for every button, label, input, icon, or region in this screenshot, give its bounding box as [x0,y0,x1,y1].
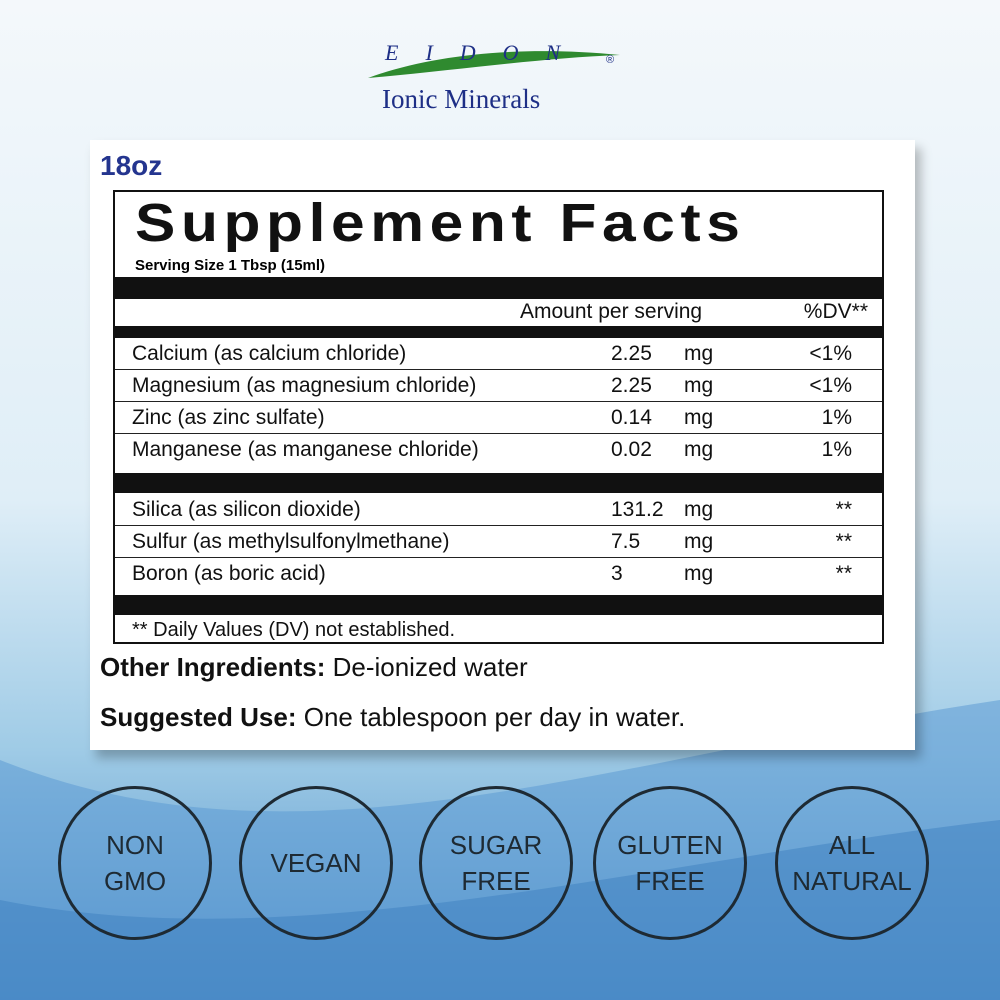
badge-text: FREE [635,866,705,896]
daily-value: 1% [821,406,852,429]
facts-box: Supplement Facts Serving Size 1 Tbsp (15… [113,190,884,644]
daily-value: ** [835,498,852,521]
other-label: Other Ingredients: [100,652,326,682]
badge-text: VEGAN [270,847,362,878]
facts-title: Supplement Facts [135,193,746,253]
unit: mg [684,374,714,397]
nutrient-name: Manganese (as manganese chloride) [132,438,479,461]
footnote: ** Daily Values (DV) not established. [132,619,456,641]
nutrient-name: Sulfur (as methylsulfonylmethane) [132,530,450,553]
other-text: De-ionized water [332,652,528,682]
badge: SUGAR FREE [419,786,573,940]
daily-value: <1% [809,374,852,397]
nutrient-name: Calcium (as calcium chloride) [132,342,407,365]
row-divider [115,525,882,526]
row-divider [115,433,882,434]
amount: 0.14 [611,406,652,429]
nutrient-name: Silica (as silicon dioxide) [132,498,361,521]
use-text: One tablespoon per day in water. [303,702,686,732]
amount: 2.25 [611,342,652,365]
divider-bar [115,473,882,493]
daily-value: <1% [809,342,852,365]
badge: ALL NATURAL [775,786,929,940]
badge: NON GMO [58,786,212,940]
amount: 7.5 [611,530,641,553]
suggested-use: Suggested Use: One tablespoon per day in… [100,702,685,733]
size: 18oz [100,150,163,181]
unit: mg [684,530,714,553]
divider-bar [115,326,882,338]
badge: VEGAN [239,786,393,940]
badge-text: ALL [828,829,876,860]
badge-text: GMO [103,866,167,896]
brand-subtitle: Ionic Minerals [382,84,541,114]
badge-text: FREE [461,866,531,896]
badge-text: NON [106,829,164,860]
label-card: 18oz Supplement Facts Serving Size 1 Tbs… [90,140,915,750]
unit: mg [684,406,714,429]
amount: 2.25 [611,374,652,397]
daily-value: ** [835,562,852,585]
amount: 3 [611,562,623,585]
row-divider [115,557,882,558]
divider-bar [115,595,882,615]
badge-text: GLUTEN [617,829,723,860]
row-divider [115,369,882,370]
brand-name: EIDON [385,40,588,65]
nutrient-name: Boron (as boric acid) [132,562,326,585]
unit: mg [684,562,714,585]
nutrient-name: Zinc (as zinc sulfate) [132,406,325,429]
daily-value: ** [835,530,852,553]
nutrient-name: Magnesium (as magnesium chloride) [132,374,477,397]
amount: 131.2 [611,498,664,521]
row-divider [115,401,882,402]
use-label: Suggested Use: [100,702,297,732]
badge: GLUTEN FREE [593,786,747,940]
amount: 0.02 [611,438,652,461]
registered-mark: ® [606,54,615,66]
dv-header: %DV** [803,300,868,323]
amount-header: Amount per serving [520,300,703,323]
badge-text: SUGAR [449,829,543,860]
divider-bar [115,277,882,299]
badge-text: NATURAL [792,866,912,896]
other-ingredients: Other Ingredients: De-ionized water [100,652,528,683]
daily-value: 1% [821,438,852,461]
unit: mg [684,342,714,365]
serving-size: Serving Size 1 Tbsp (15ml) [135,257,326,274]
unit: mg [684,438,714,461]
unit: mg [684,498,714,521]
